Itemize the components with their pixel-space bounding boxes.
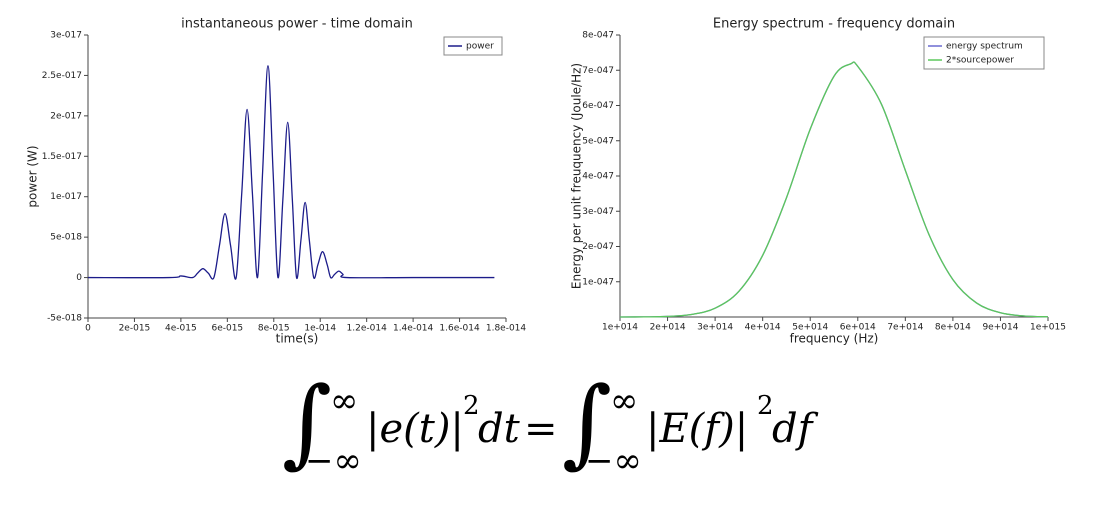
- x-tick-label: 1e-014: [304, 324, 336, 334]
- x-tick-label: 6e-015: [211, 324, 243, 334]
- series-line: [619, 61, 1049, 318]
- series-line: [87, 65, 495, 280]
- y-tick-label: 3e-047: [582, 207, 614, 217]
- y-tick-label: 8e-047: [582, 31, 614, 41]
- exponent: 2: [463, 391, 480, 421]
- y-tick-label: 2.5e-017: [42, 71, 82, 81]
- x-tick-label: 5e+014: [792, 323, 828, 333]
- x-tick-label: 0: [85, 324, 91, 334]
- legend-box: [923, 36, 1045, 70]
- y-tick-label: 1e-017: [50, 192, 82, 202]
- y-tick-label: 2e-047: [582, 242, 614, 252]
- y-tick-label: 6e-047: [582, 101, 614, 111]
- x-axis-label: frequency (Hz): [790, 332, 879, 346]
- equals-sign: =: [524, 406, 558, 452]
- y-tick-label: 1.5e-017: [42, 152, 82, 162]
- legend-label: energy spectrum: [946, 42, 1023, 52]
- y-tick-label: 4e-047: [582, 172, 614, 182]
- chart-title: Energy spectrum - frequency domain: [713, 17, 955, 32]
- x-axis-label: time(s): [276, 332, 319, 346]
- y-tick-label: 7e-047: [582, 66, 614, 76]
- x-tick-label: 4e-015: [165, 324, 197, 334]
- differential: dt: [478, 406, 521, 452]
- exponent: 2: [757, 391, 774, 421]
- y-tick-label: 0: [76, 273, 82, 283]
- x-tick-label: 1.6e-014: [439, 324, 480, 334]
- y-axis-label: Energy per unit freuquency (Joule/Hz): [570, 63, 584, 289]
- x-tick-label: 3e+014: [697, 323, 733, 333]
- legend: energy spectrum 2*sourcepower: [923, 36, 1045, 70]
- x-tick-label: 4e+014: [745, 323, 781, 333]
- chart: instantaneous power - time domain time(s)…: [26, 17, 527, 346]
- integrand: |e(t)|: [366, 406, 464, 452]
- legend-box: [443, 36, 503, 56]
- integral-sign: ∫: [282, 366, 332, 478]
- legend: power: [443, 36, 503, 56]
- lower-limit: −∞: [585, 441, 642, 481]
- lower-limit: −∞: [305, 441, 362, 481]
- integral-sign: ∫: [562, 366, 612, 478]
- equation: ∫ ∞ −∞ |e(t)| 2 dt = ∫ ∞ −∞ |E(f)| 2 df: [282, 366, 819, 481]
- x-tick-label: 9e+014: [982, 323, 1018, 333]
- chart: Energy spectrum - frequency domain freque…: [570, 17, 1066, 346]
- x-tick-label: 1e+015: [1030, 323, 1066, 333]
- y-tick-label: 3e-017: [50, 31, 82, 41]
- y-tick-label: -5e-018: [47, 314, 82, 324]
- differential: df: [772, 406, 819, 452]
- y-tick-label: 2e-017: [50, 111, 82, 121]
- y-tick-label: 5e-047: [582, 136, 614, 146]
- y-tick-label: 5e-018: [50, 233, 82, 243]
- x-tick-label: 1.2e-014: [347, 324, 388, 334]
- legend-label: power: [466, 42, 494, 52]
- x-tick-label: 1.8e-014: [486, 324, 527, 334]
- upper-limit: ∞: [610, 381, 638, 421]
- x-tick-label: 2e-015: [119, 324, 151, 334]
- x-tick-label: 1e+014: [602, 323, 638, 333]
- legend-label: 2*sourcepower: [946, 56, 1014, 66]
- x-tick-label: 6e+014: [840, 323, 876, 333]
- y-tick-label: 1e-047: [582, 277, 614, 287]
- upper-limit: ∞: [330, 381, 358, 421]
- x-tick-label: 2e+014: [650, 323, 686, 333]
- x-tick-label: 1.4e-014: [393, 324, 434, 334]
- integrand: |E(f)|: [646, 406, 748, 452]
- chart-title: instantaneous power - time domain: [181, 17, 413, 32]
- x-tick-label: 8e-015: [258, 324, 290, 334]
- y-axis-label: power (W): [26, 145, 40, 207]
- x-tick-label: 8e+014: [935, 323, 971, 333]
- x-tick-label: 7e+014: [887, 323, 923, 333]
- series-line: [619, 61, 1049, 318]
